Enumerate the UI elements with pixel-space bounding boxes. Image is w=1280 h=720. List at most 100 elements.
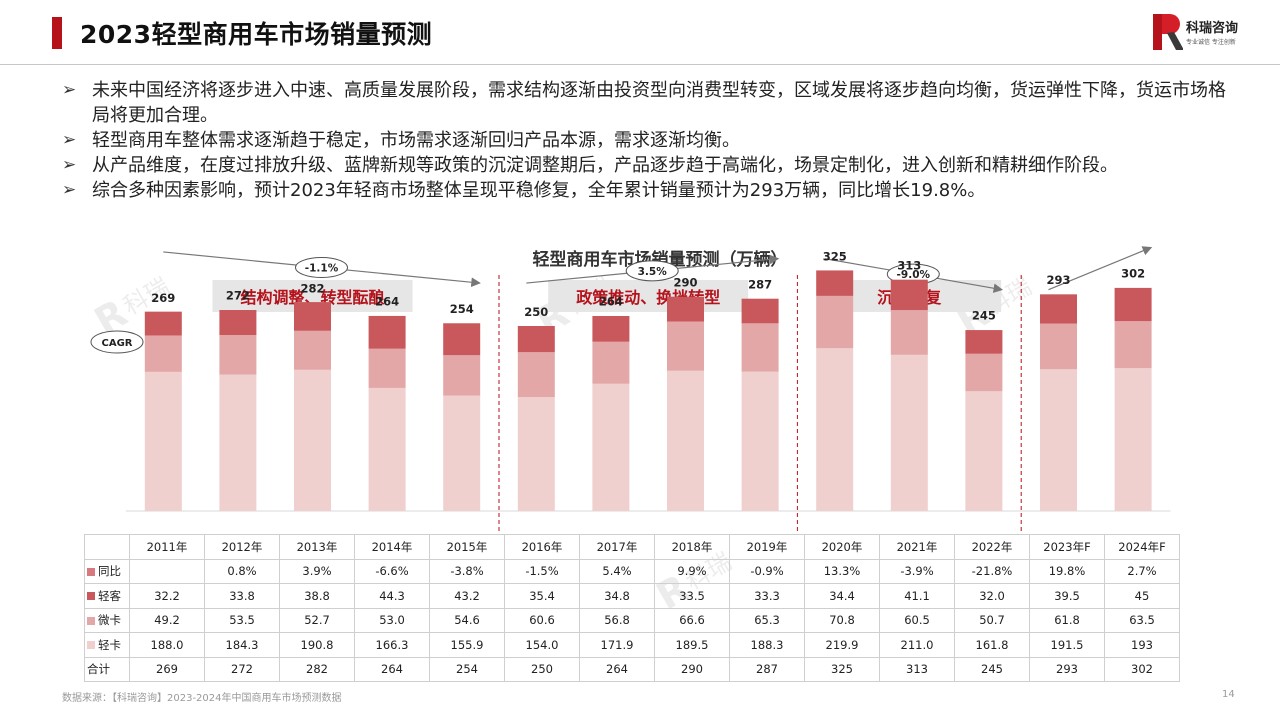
bar-segment: [667, 321, 704, 371]
bar-segment: [965, 330, 1003, 354]
table-cell: 33.8: [204, 583, 280, 609]
bar-segment: [667, 370, 704, 511]
legend-swatch: [87, 592, 95, 601]
bar-segment: [443, 323, 481, 356]
table-cell: 269: [129, 656, 205, 682]
bar-total-label: 325: [823, 250, 847, 264]
bar-segment: [443, 395, 481, 511]
table-header-cell: 2018年: [654, 534, 730, 560]
bar-segment: [1040, 294, 1077, 324]
table-cell: 193: [1104, 632, 1180, 658]
bullet-arrow-icon: ➢: [62, 180, 77, 200]
table-cell: 325: [804, 656, 880, 682]
table-cell: 5.4%: [579, 558, 655, 584]
logo-r-icon: [1153, 14, 1183, 50]
table-header-cell: 2011年: [129, 534, 205, 560]
table-cell: 254: [429, 656, 505, 682]
logo-tagline: 专业诚信 专注创新: [1186, 39, 1236, 46]
table-cell: 70.8: [804, 607, 880, 633]
series-name: 同比: [98, 564, 121, 579]
table-cell: 272: [204, 656, 280, 682]
table-cell: 166.3: [354, 632, 430, 658]
bar-segment: [890, 279, 928, 311]
bar-segment: [1040, 369, 1077, 511]
table-cell: [129, 558, 205, 584]
table-cell: 264: [579, 656, 655, 682]
bullet-arrow-icon: ➢: [62, 80, 77, 100]
bar-total-label: 269: [151, 291, 175, 305]
table-cell: 38.8: [279, 583, 355, 609]
bullet-text: 轻型商用车整体需求逐渐趋于稳定，市场需求逐渐回归产品本源，需求逐渐均衡。: [92, 130, 740, 151]
bar-segment: [741, 371, 779, 511]
bullet-list: ➢ 未来中国经济将逐步进入中速、高质量发展阶段，需求结构逐渐由投资型向消费型转变，…: [60, 78, 1230, 203]
table-cell: 188.3: [729, 632, 805, 658]
bar-segment: [517, 352, 555, 398]
table-cell: 33.5: [654, 583, 730, 609]
cagr-label: CAGR: [102, 338, 133, 349]
bar-total-label: 254: [450, 302, 474, 316]
company-logo: 科瑞咨询 专业诚信 专注创新: [1153, 14, 1243, 52]
table-cell: 32.0: [954, 583, 1030, 609]
table-cell: 282: [279, 656, 355, 682]
cagr-value-ellipse: [625, 260, 679, 282]
bar-segment: [1114, 321, 1152, 369]
table-cell: 155.9: [429, 632, 505, 658]
bar-segment: [741, 323, 779, 372]
bar-segment: [517, 326, 555, 353]
table-cell: 44.3: [354, 583, 430, 609]
table-cell: 61.8: [1029, 607, 1105, 633]
table-cell: 302: [1104, 656, 1180, 682]
phase-label-box: [548, 280, 749, 312]
bar-segment: [816, 295, 854, 349]
bar-segment: [144, 371, 182, 511]
cagr-label-ellipse: [90, 330, 144, 354]
bar-segment: [144, 311, 182, 336]
series-name: 微卡: [98, 613, 121, 628]
table-cell: 2.7%: [1104, 558, 1180, 584]
table-cell: 184.3: [204, 632, 280, 658]
cagr-value: 3.5%: [638, 266, 668, 278]
table-header-cell: 2015年: [429, 534, 505, 560]
bar-segment: [1040, 323, 1077, 370]
table-header-cell: 2012年: [204, 534, 280, 560]
table-cell: 56.8: [579, 607, 655, 633]
table-cell: 32.2: [129, 583, 205, 609]
data-table: 2011年 2012年 2013年 2014年 2015年 2016年 2017年 2018年…: [84, 534, 1180, 682]
bar-segment: [890, 354, 928, 511]
bar-segment: [219, 335, 257, 375]
table-header-cell: 2013年: [279, 534, 355, 560]
bar-segment: [741, 298, 779, 324]
bar-segment: [592, 341, 630, 384]
table-cell: 49.2: [129, 607, 205, 633]
table-cell: 0.8%: [204, 558, 280, 584]
table-cell: 287: [729, 656, 805, 682]
bar-total-label: 293: [1046, 273, 1070, 287]
bar-segment: [592, 316, 630, 342]
bullet-item: ➢ 轻型商用车整体需求逐渐趋于稳定，市场需求逐渐回归产品本源，需求逐渐均衡。: [60, 128, 1230, 153]
table-cell: 3.9%: [279, 558, 355, 584]
bar-total-label: 264: [599, 295, 623, 309]
series-name: 轻客: [98, 588, 121, 603]
bullet-arrow-icon: ➢: [62, 130, 77, 150]
table-cell: -3.9%: [879, 558, 955, 584]
table-row: 轻卡 188.0 184.3 190.8 166.3 155.9 154.0 171.9 189…: [84, 632, 1180, 658]
table-cell: 65.3: [729, 607, 805, 633]
stacked-bar-chart: 轻型商用车市场销量预测（万辆） 结构调整、转型酝酿政策推动、换挡转型沉淀修复CA…: [90, 246, 1171, 535]
bar-segment: [816, 270, 854, 296]
table-cell: 52.7: [279, 607, 355, 633]
table-row-label: 同比: [84, 558, 130, 584]
data-table-wrap: 2011年 2012年 2013年 2014年 2015年 2016年 2017年 2018年…: [84, 534, 1180, 682]
bullet-item: ➢ 未来中国经济将逐步进入中速、高质量发展阶段，需求结构逐渐由投资型向消费型转变，…: [60, 78, 1230, 128]
bar-segment: [219, 310, 257, 336]
table-header-cell: 2023年F: [1029, 534, 1105, 560]
table-row: 合计 269 272 282 264 254 250 264 290 287 325 313 245 29…: [84, 656, 1180, 682]
bar-total-label: 290: [673, 275, 697, 289]
table-cell: -0.9%: [729, 558, 805, 584]
bar-segment: [294, 369, 331, 511]
table-cell: 53.5: [204, 607, 280, 633]
phase-label: 结构调整、转型酝酿: [239, 288, 385, 307]
bar-segment: [517, 397, 555, 511]
bar-segment: [1114, 287, 1152, 322]
table-row: 轻客 32.2 33.8 38.8 44.3 43.2 35.4 34.8 33.5 33.3 34…: [84, 583, 1180, 609]
bullet-item: ➢ 从产品维度，在度过排放升级、蓝牌新规等政策的沉淀调整期后，产品逐步趋于高端化，…: [60, 153, 1230, 178]
